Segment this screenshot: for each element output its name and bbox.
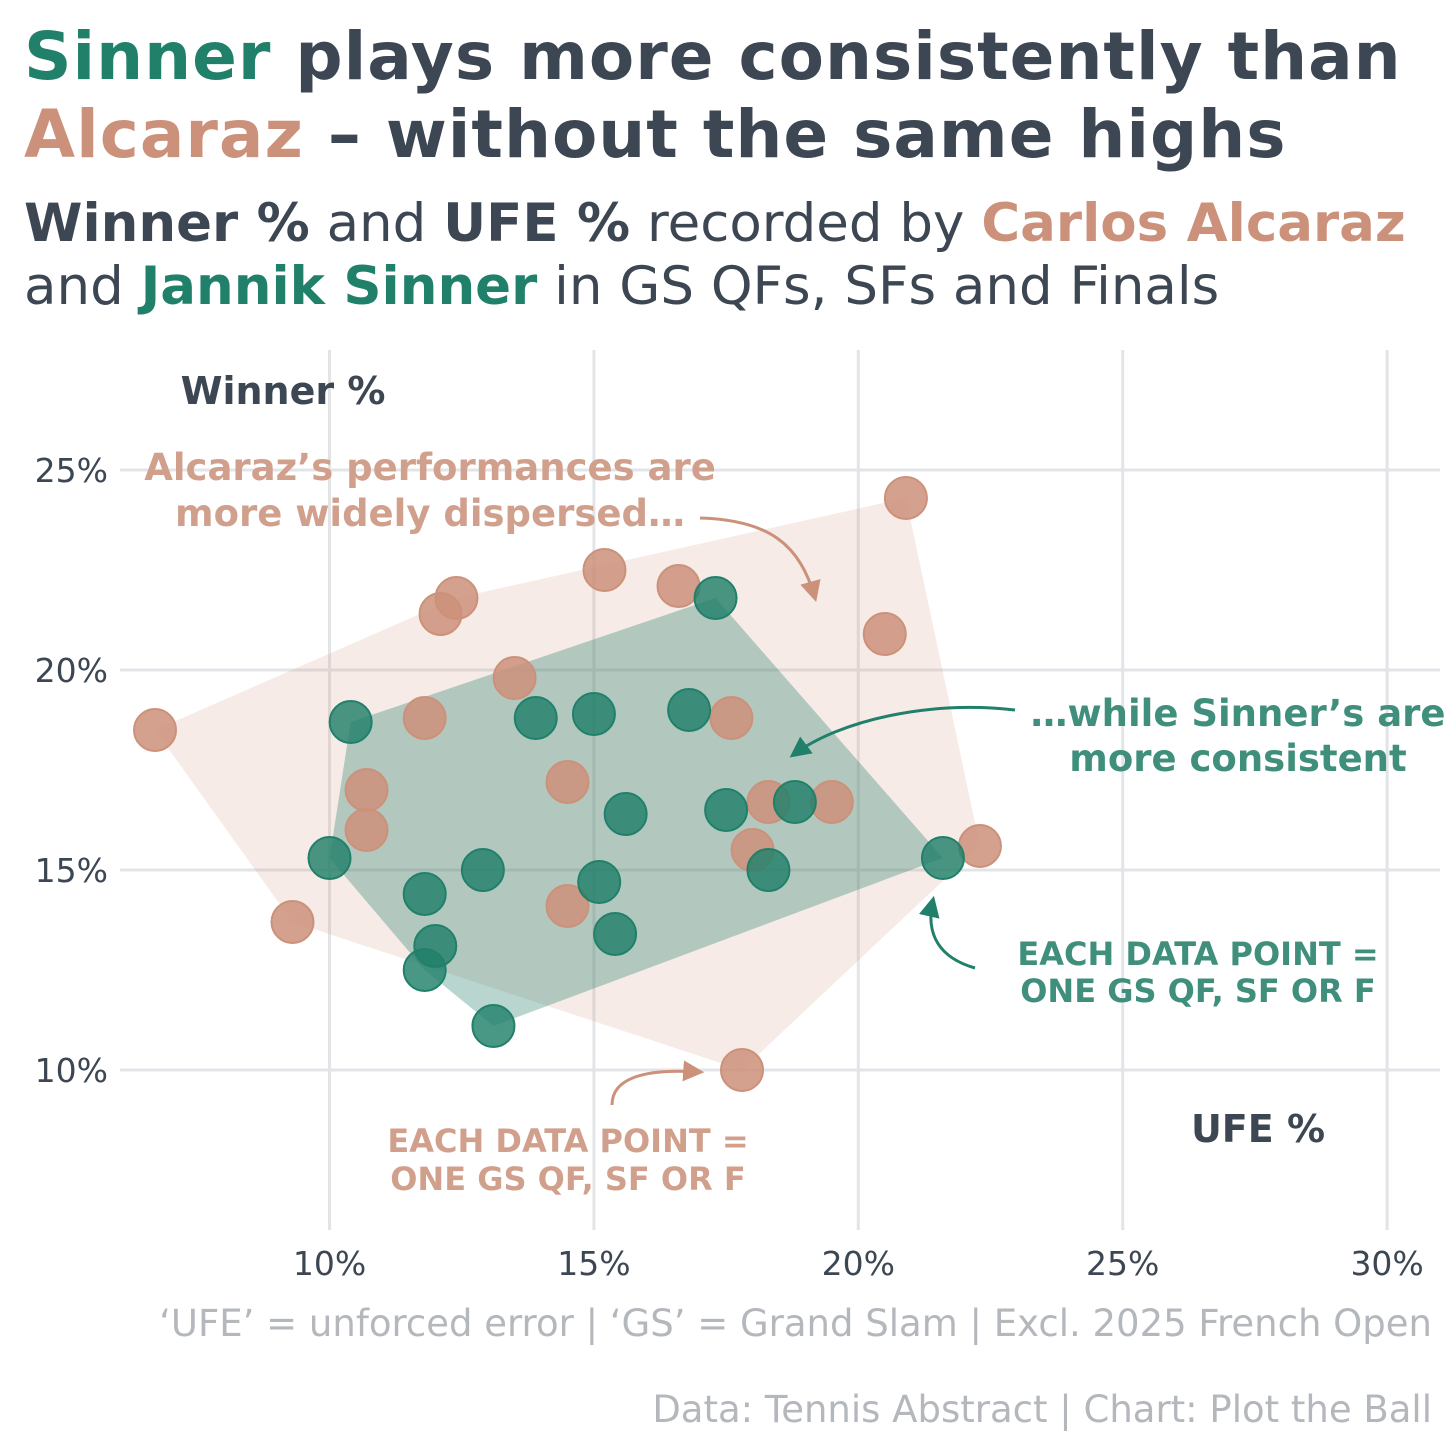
alcaraz-point [270,900,315,944]
sinner-point [772,780,817,824]
subtitle-metric-winner: Winner % [24,193,310,254]
subtitle-metric-ufe: UFE % [443,193,631,254]
sinner-point [471,1004,516,1048]
sinner-point [667,688,712,732]
title-line1-rest: plays more consistently than [271,18,1402,95]
annotation-alcaraz-spread-1: Alcaraz’s performances are [144,446,716,489]
sinner-point [460,848,505,892]
alcaraz-point [545,760,590,804]
x-axis-label: UFE % [1191,1107,1325,1151]
sinner-point [603,792,648,836]
y-tick-label: 20% [35,651,108,690]
arrow-sinner-spread [789,705,1016,758]
x-tick-label: 10% [293,1244,366,1283]
y-tick-label: 15% [35,851,108,890]
y-tick-label: 25% [35,451,108,490]
alcaraz-point [344,768,389,812]
title-line2-rest: – without the same highs [303,96,1287,173]
footnote: ‘UFE’ = unforced error | ‘GS’ = Grand Sl… [159,1302,1432,1345]
sinner-point [593,912,638,956]
subtitle-recorded: recorded by [630,193,982,254]
alcaraz-point [434,576,479,620]
chart-subtitle: Winner % and UFE % recorded by Carlos Al… [24,192,1406,318]
subtitle-and-2: and [24,256,141,317]
sinner-point [413,924,458,968]
annotation-sinner-spread-2: more consistent [1069,737,1406,780]
annotation-alcaraz-key-1: EACH DATA POINT = [387,1122,748,1160]
sinner-point [577,860,622,904]
title-alcaraz-name: Alcaraz [24,96,304,173]
annotation-alcaraz-spread-2: more widely dispersed… [175,492,685,535]
alcaraz-point [344,808,389,852]
alcaraz-point [402,696,447,740]
sinner-point [307,836,352,880]
alcaraz-point [709,696,754,740]
arrow-alcaraz-key [610,1060,705,1106]
sinner-point [704,788,749,832]
alcaraz-point [862,612,907,656]
sinner-point [571,692,616,736]
subtitle-alcaraz: Carlos Alcaraz [981,193,1406,254]
point-layer [133,476,1002,1092]
sinner-point [328,700,373,744]
y-tick-label: 10% [35,1051,108,1090]
subtitle-and-1: and [309,193,444,254]
x-tick-label: 15% [557,1244,630,1283]
y-axis-label: Winner % [181,369,386,413]
alcaraz-point [492,656,537,700]
alcaraz-point [883,476,928,520]
sinner-point [746,848,791,892]
title-sinner-name: Sinner [24,18,272,95]
annotation-sinner-key-2: ONE GS QF, SF OR F [1020,972,1376,1010]
x-tick-label: 25% [1086,1244,1159,1283]
alcaraz-point [545,884,590,928]
annotation-sinner-key-1: EACH DATA POINT = [1017,935,1378,973]
subtitle-sinner: Jannik Sinner [140,256,538,317]
annotation-sinner-spread-1: …while Sinner’s are [1030,692,1445,735]
subtitle-tail: in GS QFs, SFs and Finals [537,256,1220,317]
sinner-point [693,576,738,620]
sinner-point [513,696,558,740]
alcaraz-point [582,548,627,592]
chart-title: Sinner plays more consistently than Alca… [24,18,1402,174]
annotation-alcaraz-key-2: ONE GS QF, SF OR F [390,1160,746,1198]
alcaraz-point [656,564,701,608]
arrow-sinner-key [919,895,976,970]
alcaraz-point [719,1048,764,1092]
alcaraz-point [809,780,854,824]
x-tick-label: 30% [1350,1244,1423,1283]
scatter-chart: 10% 15% 20% 25% 30% 10% 15% 20% 25% Winner % UFE… [35,350,1446,1283]
credit: Data: Tennis Abstract | Chart: Plot the … [652,1388,1432,1431]
arrow-alcaraz-spread [699,516,821,603]
alcaraz-point [133,708,178,752]
x-tick-label: 20% [822,1244,895,1283]
alcaraz-point [957,824,1002,868]
sinner-point [402,872,447,916]
sinner-point [920,836,965,880]
